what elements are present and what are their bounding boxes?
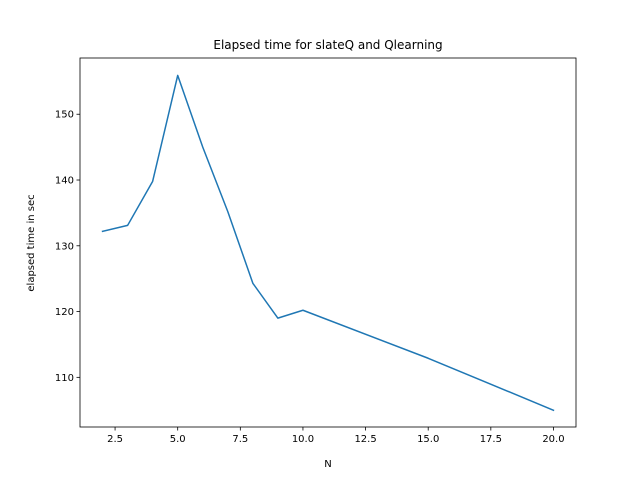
y-axis-title: elapsed time in sec — [26, 194, 37, 291]
y-tick-label: 150 — [55, 110, 74, 121]
plot-area: 2.5 5.0 7.5 10.0 12.5 15.0 17.5 20.0 110 120 130 14… — [55, 57, 577, 445]
x-tick-label: 10.0 — [292, 434, 314, 445]
x-axis-title: N — [324, 459, 331, 470]
x-tick-label: 7.5 — [232, 434, 248, 445]
x-tick-label: 20.0 — [542, 434, 564, 445]
y-tick-label: 110 — [55, 373, 74, 384]
x-tick-label: 12.5 — [354, 434, 376, 445]
x-tick-label: 5.0 — [170, 434, 186, 445]
axes-frame — [79, 57, 577, 428]
chart-title: Elapsed time for slateQ and Qlearning — [213, 38, 442, 52]
series-line-0 — [101, 74, 555, 412]
y-tick-label: 130 — [55, 241, 74, 252]
x-tick-label: 2.5 — [107, 434, 123, 445]
y-tick-label: 120 — [55, 307, 74, 318]
y-tick-label: 140 — [55, 176, 74, 187]
x-tick-label: 15.0 — [417, 434, 439, 445]
x-tick-label: 17.5 — [480, 434, 502, 445]
